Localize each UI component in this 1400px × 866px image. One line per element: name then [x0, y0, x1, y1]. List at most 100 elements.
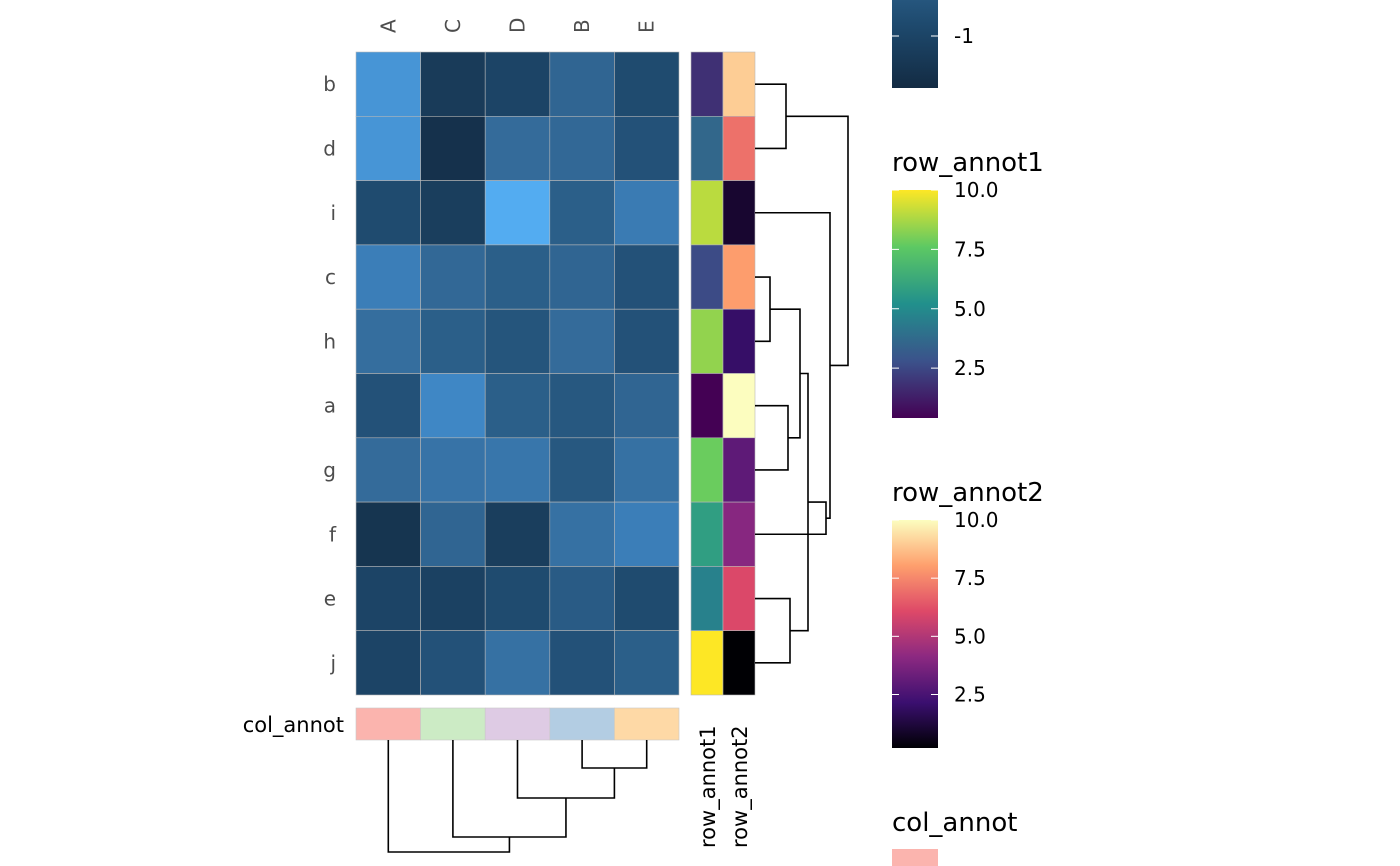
column-dendrogram-branch: [387, 740, 511, 853]
heatmap-cell-d-C: [420, 116, 486, 181]
row-dendrogram-branch: [755, 501, 827, 536]
heatmap-cell-b-B: [549, 51, 615, 117]
row_annot2-cell-c: [722, 244, 756, 310]
column-dendrogram-branch: [452, 740, 567, 838]
row-dendrogram-branch: [755, 597, 791, 664]
row-label-f: f: [329, 522, 337, 546]
col_annot-cell-E: [614, 707, 680, 741]
row_annot2-legend-tick-label: 5.0: [954, 624, 986, 648]
row_annot2-cell-i: [722, 180, 756, 246]
row_annot1-cell-c: [690, 244, 724, 310]
heatmap-cell-f-E: [614, 501, 680, 567]
row_annot2-cell-a: [722, 373, 756, 439]
heatmap-cell-g-E: [614, 437, 680, 503]
row_annot1-cell-a: [690, 373, 724, 439]
row-label-j: j: [329, 651, 336, 675]
row_annot1-cell-b: [690, 51, 724, 117]
row_annot1-legend-colorbar: [892, 190, 938, 418]
row_annot1-legend-title: row_annot1: [892, 148, 1044, 178]
heatmap-cell-j-D: [484, 630, 551, 696]
row-label-b: b: [323, 72, 336, 96]
heatmap-cell-a-D: [484, 373, 551, 439]
heatmap-cell-f-B: [549, 501, 615, 567]
heatmap-cell-j-A: [355, 630, 421, 696]
col_annot-label: col_annot: [243, 713, 344, 738]
legends: -1row_annot12.55.07.510.0row_annot22.55.…: [892, 0, 1044, 866]
row_annot2-legend-title: row_annot2: [892, 478, 1044, 508]
row-dendrogram: [755, 83, 849, 664]
column-dendrogram: [387, 740, 648, 853]
heatmap-cell-a-C: [420, 373, 486, 439]
row_annot1-cell-f: [690, 501, 724, 567]
heatmap-cell-h-E: [614, 308, 680, 374]
row-label-i: i: [330, 201, 336, 225]
heatmap-cell-e-A: [355, 566, 421, 632]
value-legend-colorbar: [892, 0, 938, 88]
col_annot-cell-A: [355, 707, 421, 741]
heatmap-cell-j-C: [420, 630, 486, 696]
heatmap-cell-e-C: [420, 566, 486, 632]
heatmap-cell-g-A: [355, 437, 421, 503]
row_annot1-cell-e: [690, 566, 724, 632]
row-dendrogram-branch: [755, 211, 831, 519]
col_annot-cell-C: [420, 707, 486, 741]
heatmap-cell-f-D: [484, 501, 551, 567]
column-annotation: col_annot: [243, 707, 680, 741]
heatmap-cells: [355, 51, 680, 696]
row_annot2-legend-tick-label: 7.5: [954, 566, 986, 590]
row-dendrogram-branch: [755, 404, 789, 471]
row_annot2-cell-f: [722, 501, 756, 567]
heatmap-cell-b-E: [614, 51, 680, 117]
row_annot1-legend-tick-label: 10.0: [954, 178, 999, 202]
row_annot2-cell-b: [722, 51, 756, 117]
row_annot2-cell-h: [722, 308, 756, 374]
row_annot1-label: row_annot1: [696, 725, 721, 848]
row_annot2-cell-d: [722, 116, 756, 181]
heatmap-cell-a-A: [355, 373, 421, 439]
column-label-B: B: [570, 19, 594, 33]
row_annot1-cell-h: [690, 308, 724, 374]
value-legend-tick-label: -1: [954, 24, 974, 48]
row_annot1-legend-tick-label: 5.0: [954, 297, 986, 321]
heatmap-cell-h-B: [549, 308, 615, 374]
heatmap-cell-c-D: [484, 244, 551, 310]
row-dendrogram-branch: [755, 276, 771, 343]
row_annot2-cell-g: [722, 437, 756, 503]
heatmap-cell-g-D: [484, 437, 551, 503]
row-dendrogram-branch: [755, 83, 787, 150]
col_annot-cell-D: [484, 707, 551, 741]
row-dendrogram-branch: [786, 115, 849, 367]
row-label-d: d: [323, 136, 336, 160]
heatmap-cell-g-C: [420, 437, 486, 503]
row_annot1-cell-j: [690, 630, 724, 696]
heatmap-cell-f-C: [420, 501, 486, 567]
heatmap-cell-f-A: [355, 501, 421, 567]
heatmap-cell-i-D: [484, 180, 551, 246]
heatmap-cell-b-D: [484, 51, 551, 117]
heatmap-cell-j-B: [549, 630, 615, 696]
heatmap-cell-b-C: [420, 51, 486, 117]
heatmap-cell-i-E: [614, 180, 680, 246]
col_annot-legend-title: col_annot: [892, 808, 1017, 838]
row-dendrogram-branch: [770, 308, 801, 439]
row_annot1-legend-tick-label: 7.5: [954, 237, 986, 261]
heatmap-cell-a-B: [549, 373, 615, 439]
row-label-e: e: [324, 587, 336, 611]
row_annot2-cell-j: [722, 630, 756, 696]
heatmap-cell-c-E: [614, 244, 680, 310]
row-label-c: c: [325, 265, 336, 289]
heatmap-cell-h-D: [484, 308, 551, 374]
column-label-C: C: [441, 19, 465, 33]
row-labels: b d i c h a g f e j: [323, 72, 337, 675]
row-annotation-cells: [690, 51, 756, 696]
heatmap-cell-g-B: [549, 437, 615, 503]
heatmap-cell-i-C: [420, 180, 486, 246]
col_annot-cell-B: [549, 707, 615, 741]
row_annot1-cell-i: [690, 180, 724, 246]
row_annot1-cell-d: [690, 116, 724, 181]
heatmap-cell-c-A: [355, 244, 421, 310]
row_annot2-legend-colorbar: [892, 520, 938, 748]
heatmap-cell-e-E: [614, 566, 680, 632]
heatmap-cell-d-B: [549, 116, 615, 181]
